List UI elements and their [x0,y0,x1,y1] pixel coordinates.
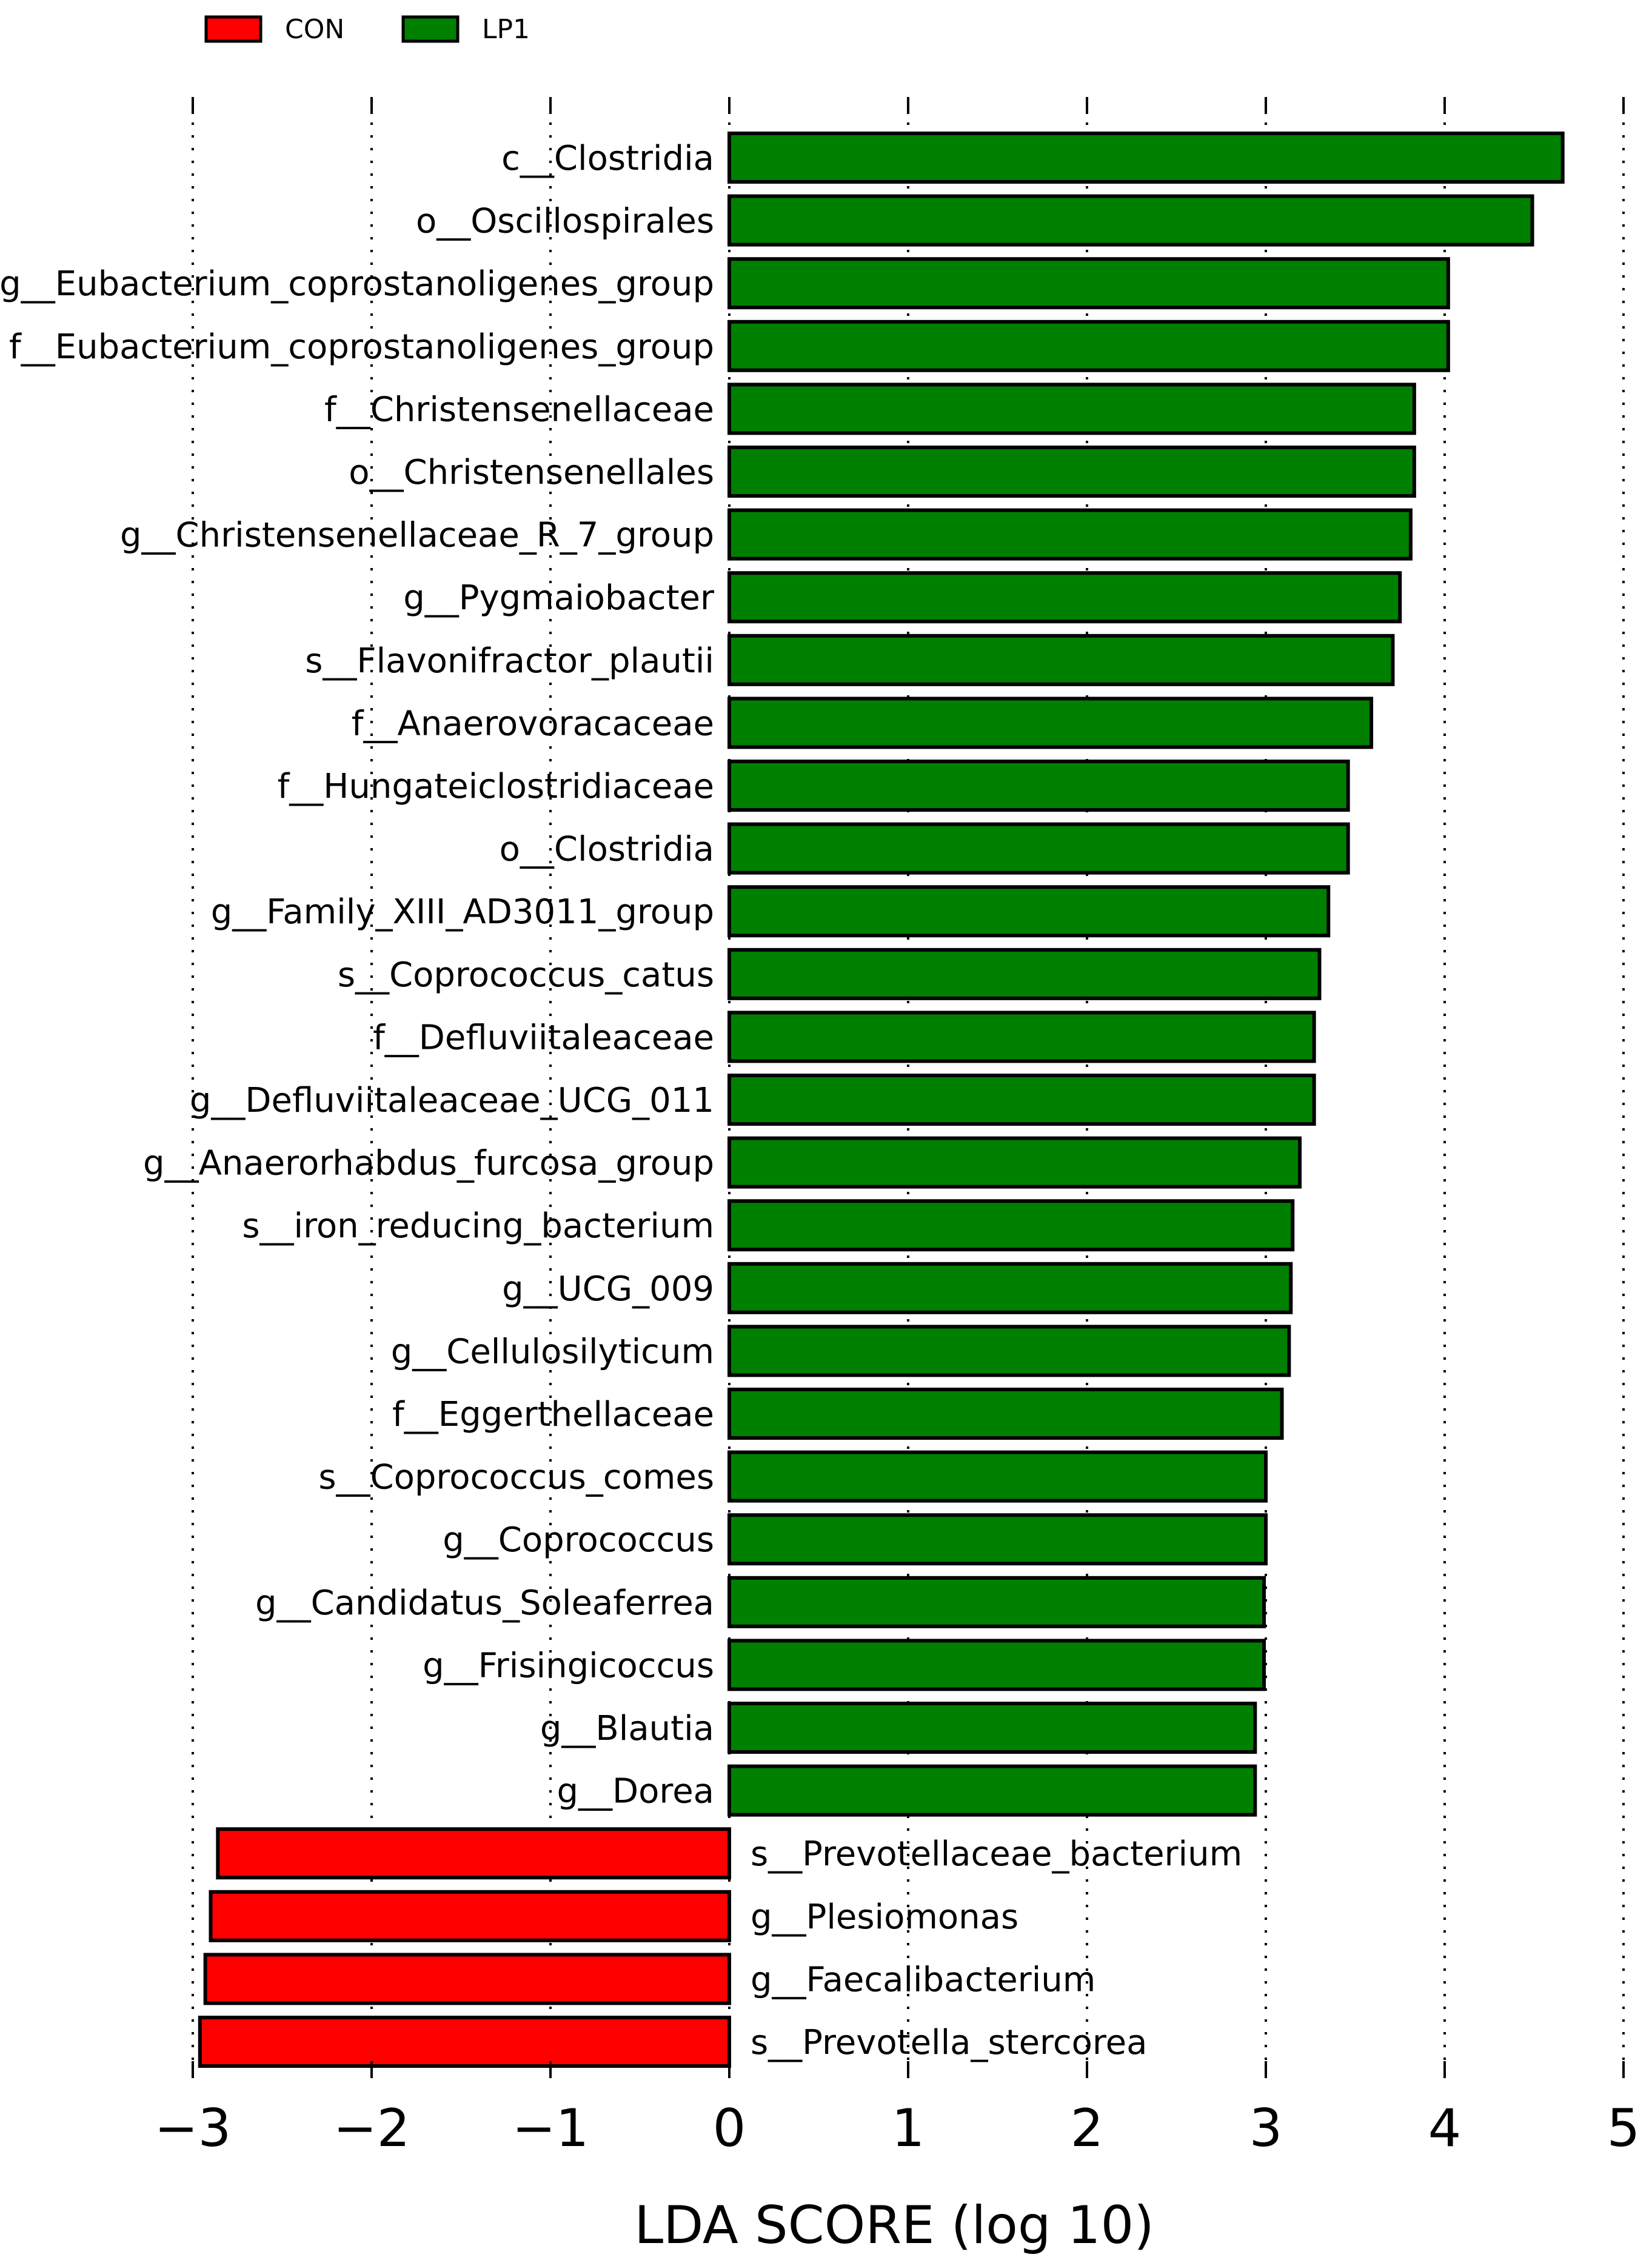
category-label: g__Pygmaiobacter [403,578,715,618]
bars [198,132,1565,2068]
bar [727,1764,1257,1817]
x-tick-label: 0 [713,2098,746,2159]
category-label: g__Defluviitaleaceae_UCG_011 [190,1081,714,1120]
bar [727,1576,1266,1628]
category-label: g__Faecalibacterium [751,1960,1095,1999]
bar [727,1262,1293,1314]
x-tick-label: −2 [333,2098,410,2159]
bar [727,1325,1291,1377]
bar [209,1890,731,1942]
bar [727,257,1450,310]
bar [727,194,1534,247]
x-tick-label: 4 [1428,2098,1462,2159]
bar [727,760,1350,812]
category-label: s__Coprococcus_catus [338,955,714,995]
legend-label: CON [285,14,344,45]
category-label: s__Prevotellaceae_bacterium [751,1834,1242,1874]
category-label: g__Plesiomonas [751,1897,1018,1937]
category-label: o__Christensenellales [349,453,714,492]
bar [203,1953,731,2005]
category-label: g__UCG_009 [502,1269,714,1309]
category-label: g__Anaerorhabdus_furcosa_group [143,1144,714,1183]
bar [727,885,1331,938]
bar [727,948,1322,1000]
bar [727,319,1450,372]
bar [727,132,1565,184]
bar [727,1702,1257,1754]
legend: CON LP1 [204,14,530,45]
bar [727,383,1416,435]
x-tick-label: 5 [1607,2098,1640,2159]
category-label: f__Eubacterium_coprostanoligenes_group [9,327,714,367]
category-label: o__Oscillospirales [416,202,714,241]
x-tick-label: −3 [155,2098,232,2159]
bar [727,1074,1316,1126]
category-label: o__Clostridia [500,830,714,869]
category-label: g__Blautia [540,1709,714,1748]
legend-swatch [204,15,263,43]
category-label: g__Christensenellaceae_R_7_group [120,516,714,555]
bar [198,2016,731,2068]
category-label: s__Flavonifractor_plautii [305,641,714,681]
category-labels: c__Clostridia o__Oscillospirales g__Eubact… [0,139,1242,2062]
x-axis: −3 −2 −1 0 1 2 3 4 5 [155,97,1640,2159]
bar [216,1827,731,1880]
category-label: f__Defluviitaleaceae [373,1018,714,1057]
bar [727,1011,1316,1063]
bar [727,446,1416,498]
bar [727,1450,1268,1503]
bar [727,508,1413,561]
category-label: g__Cellulosilyticum [391,1332,714,1371]
x-tick-label: −1 [512,2098,589,2159]
x-tick-label: 1 [892,2098,925,2159]
x-axis-title: LDA SCORE (log 10) [634,2195,1154,2256]
category-label: g__Dorea [557,1772,715,1811]
category-label: s__Coprococcus_comes [318,1458,714,1497]
bar [727,1639,1266,1691]
category-label: f__Anaerovoracaceae [352,704,714,743]
bar [727,1199,1295,1252]
bar [727,1513,1268,1566]
category-label: g__Family_XIII_AD3011_group [211,892,714,932]
category-label: s__Prevotella_stercorea [751,2023,1147,2062]
category-label: g__Eubacterium_coprostanoligenes_group [0,264,714,304]
bar [727,822,1350,875]
category-label: g__Coprococcus [443,1520,714,1560]
bar [727,1136,1302,1189]
category-label: f__Eggerthellaceae [392,1395,714,1434]
bar [727,634,1395,686]
category-label: s__iron_reducing_bacterium [242,1206,714,1246]
x-tick-label: 3 [1249,2098,1283,2159]
bar [727,697,1374,749]
bar [727,571,1402,624]
category-label: f__Christensenellaceae [324,390,714,429]
bar [727,1388,1284,1440]
category-label: c__Clostridia [501,139,714,178]
legend-label: LP1 [482,14,530,45]
category-label: g__Candidatus_Soleaferrea [255,1583,714,1623]
category-label: f__Hungateiclostridiaceae [278,767,714,806]
category-label: g__Frisingicoccus [423,1646,714,1685]
x-tick-label: 2 [1071,2098,1104,2159]
legend-swatch [401,15,460,43]
